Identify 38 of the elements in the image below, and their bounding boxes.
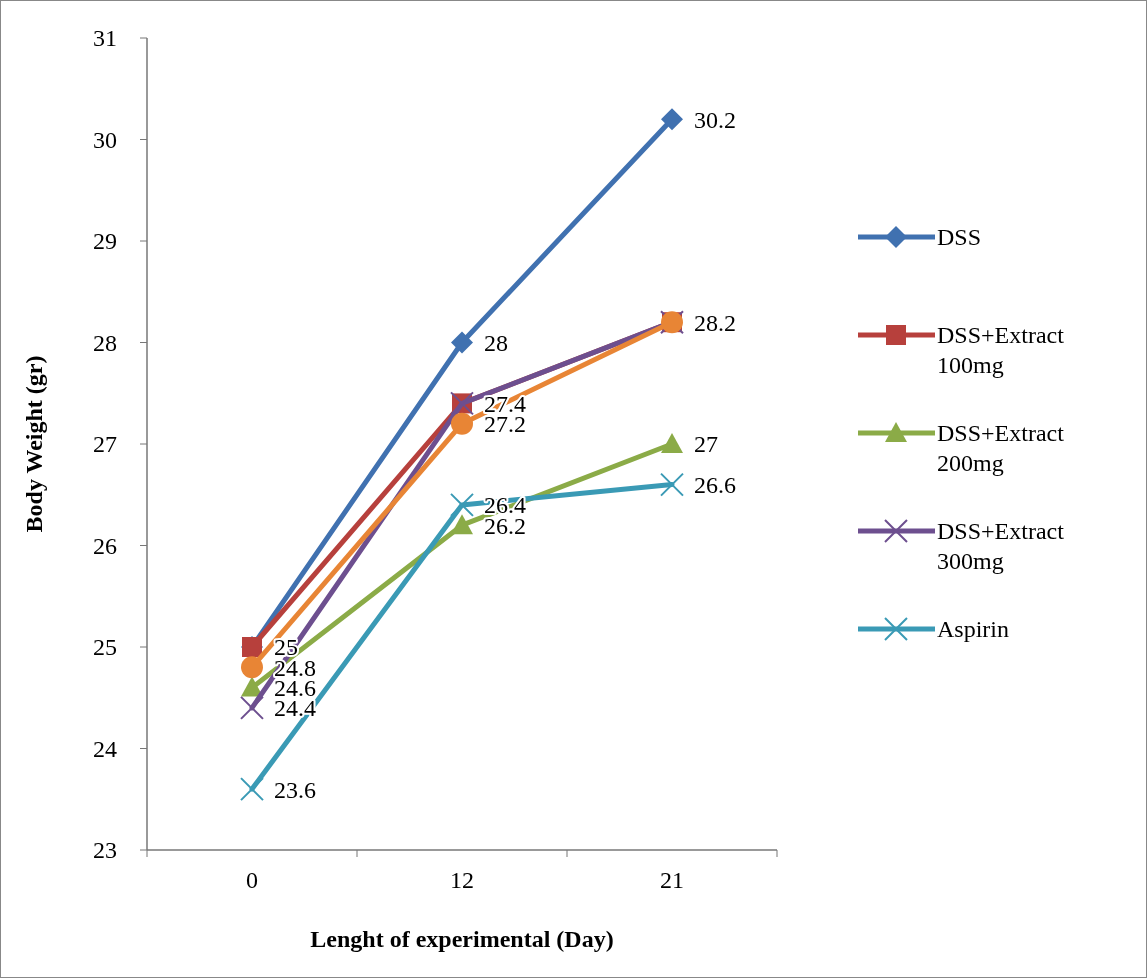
x-tick-label: 0: [246, 867, 258, 893]
data-label: 24.6: [274, 675, 316, 701]
point: [661, 433, 683, 453]
y-tick-label: 23: [93, 837, 117, 864]
point: [660, 472, 684, 497]
point: [241, 676, 263, 697]
point: [451, 514, 473, 535]
legend-label: DSS+Extract 300mg: [937, 518, 1065, 575]
legend-label: DSS+Extract 100mg: [937, 322, 1065, 379]
y-tick-label: 29: [93, 228, 117, 255]
data-label: 26.6: [694, 472, 736, 498]
y-axis-title: Body Weight (gr): [21, 355, 47, 533]
point: [451, 412, 473, 435]
point: [240, 777, 264, 802]
point: [241, 656, 263, 679]
data-label: 27: [694, 431, 718, 458]
point: [240, 695, 264, 720]
data-label: 28: [484, 329, 508, 356]
y-tick-label: 28: [93, 329, 117, 356]
x-tick-label: 21: [660, 867, 684, 893]
x-axis-title: Lenght of experimental (Day): [310, 926, 614, 952]
y-tick-label: 31: [93, 25, 117, 52]
data-label: 23.6: [274, 776, 316, 803]
legend-label: DSS: [937, 224, 982, 251]
point: [451, 331, 473, 354]
y-tick-label: 25: [93, 634, 117, 661]
y-tick-label: 26: [93, 532, 117, 559]
y-tick-label: 27: [93, 431, 117, 458]
data-label: 28.2: [694, 309, 736, 336]
legend-label: Aspirin: [937, 616, 1009, 643]
y-tick-label: 30: [93, 126, 117, 153]
data-label: 27.2: [484, 411, 526, 438]
point: [661, 108, 683, 131]
legend-label: DSS+Extract 200mg: [937, 420, 1065, 477]
y-tick-label: 24: [93, 735, 117, 762]
point: [450, 492, 474, 517]
x-tick-label: 12: [450, 867, 474, 893]
data-label: 30.2: [694, 106, 736, 133]
